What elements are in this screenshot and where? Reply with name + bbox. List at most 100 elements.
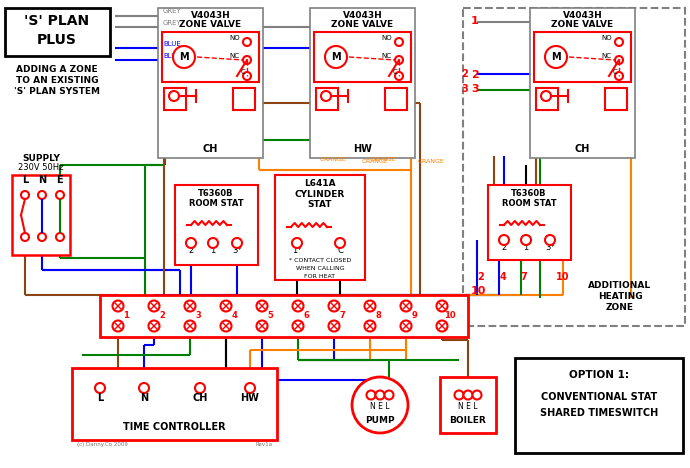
Circle shape: [173, 46, 195, 68]
Text: 4: 4: [500, 272, 506, 282]
Text: ORANGE: ORANGE: [320, 157, 347, 162]
Text: 1: 1: [210, 246, 215, 255]
Text: ADDING A ZONE: ADDING A ZONE: [16, 65, 98, 74]
Text: ROOM STAT: ROOM STAT: [188, 199, 244, 208]
Text: HW: HW: [241, 393, 259, 403]
Text: 3*: 3*: [545, 243, 555, 252]
Circle shape: [208, 238, 218, 248]
Circle shape: [243, 38, 251, 46]
Text: 5: 5: [267, 312, 273, 321]
Text: C: C: [393, 69, 397, 75]
Text: CONVENTIONAL STAT: CONVENTIONAL STAT: [541, 392, 657, 402]
Circle shape: [395, 72, 403, 80]
Text: M: M: [551, 52, 561, 63]
Circle shape: [243, 56, 251, 64]
Bar: [12, 175, 70, 255]
Text: BLUE: BLUE: [163, 41, 181, 47]
Text: PLUS: PLUS: [37, 33, 77, 47]
Text: TIME CONTROLLER: TIME CONTROLLER: [123, 422, 226, 432]
Text: N E L: N E L: [458, 402, 477, 411]
Circle shape: [364, 300, 375, 312]
Circle shape: [375, 390, 384, 400]
Text: 4: 4: [231, 312, 237, 321]
Text: FOR HEAT: FOR HEAT: [304, 274, 335, 279]
Text: STAT: STAT: [308, 200, 333, 209]
Bar: [534, 32, 631, 82]
Bar: [5, 8, 110, 56]
Bar: [316, 88, 338, 110]
Text: N: N: [38, 175, 46, 185]
Circle shape: [455, 390, 464, 400]
Text: HW: HW: [353, 144, 372, 154]
Text: WHEN CALLING: WHEN CALLING: [296, 266, 344, 271]
Circle shape: [395, 38, 403, 46]
Text: SHARED TIMESWITCH: SHARED TIMESWITCH: [540, 408, 658, 418]
Circle shape: [615, 72, 623, 80]
Text: L: L: [97, 393, 103, 403]
Text: T6360B: T6360B: [511, 189, 546, 198]
Text: 2: 2: [477, 272, 484, 282]
Circle shape: [148, 321, 159, 331]
Text: 2: 2: [471, 70, 479, 80]
Text: 1*: 1*: [293, 246, 302, 255]
Text: N: N: [140, 393, 148, 403]
Text: NC: NC: [381, 53, 391, 59]
Circle shape: [257, 321, 268, 331]
Text: 'S' PLAN SYSTEM: 'S' PLAN SYSTEM: [14, 87, 100, 96]
Bar: [310, 8, 415, 158]
Text: 1: 1: [471, 16, 479, 26]
Bar: [162, 32, 259, 82]
Circle shape: [437, 300, 448, 312]
Text: 3: 3: [195, 312, 201, 321]
Text: ORANGE: ORANGE: [418, 159, 445, 164]
Text: 3: 3: [461, 84, 468, 94]
Circle shape: [221, 321, 232, 331]
Bar: [385, 88, 407, 110]
Text: ROOM STAT: ROOM STAT: [502, 199, 556, 208]
Text: C: C: [337, 246, 343, 255]
Circle shape: [545, 46, 567, 68]
Bar: [275, 175, 365, 280]
Text: N E L: N E L: [371, 402, 390, 411]
Text: 3: 3: [471, 84, 479, 94]
Circle shape: [292, 238, 302, 248]
Circle shape: [400, 321, 411, 331]
Text: ZONE: ZONE: [606, 303, 634, 312]
Circle shape: [184, 321, 195, 331]
Circle shape: [335, 238, 345, 248]
Text: GREY: GREY: [163, 20, 181, 26]
Circle shape: [395, 56, 403, 64]
Text: ZONE VALVE: ZONE VALVE: [551, 20, 613, 29]
Bar: [515, 358, 683, 453]
Text: 2: 2: [461, 69, 468, 79]
Circle shape: [38, 191, 46, 199]
Text: 10: 10: [556, 272, 569, 282]
Circle shape: [243, 72, 251, 80]
Text: V4043H: V4043H: [562, 11, 602, 20]
Text: V4043H: V4043H: [343, 11, 382, 20]
Bar: [536, 88, 558, 110]
Text: ZONE VALVE: ZONE VALVE: [179, 20, 242, 29]
Circle shape: [56, 191, 64, 199]
Text: OPTION 1:: OPTION 1:: [569, 370, 629, 380]
Text: 10: 10: [471, 286, 486, 296]
Circle shape: [221, 300, 232, 312]
Text: 7: 7: [339, 312, 345, 321]
Text: BOILER: BOILER: [450, 416, 486, 425]
Text: GREY: GREY: [163, 8, 181, 14]
Circle shape: [148, 300, 159, 312]
Text: CYLINDER: CYLINDER: [295, 190, 345, 199]
Text: NO: NO: [381, 35, 392, 41]
Text: 230V 50Hz: 230V 50Hz: [18, 163, 63, 172]
Text: 'S' PLAN: 'S' PLAN: [24, 14, 90, 28]
Text: BLUE: BLUE: [163, 53, 181, 59]
Bar: [463, 8, 685, 326]
Bar: [175, 185, 258, 265]
Bar: [314, 32, 411, 82]
Bar: [164, 88, 186, 110]
Circle shape: [366, 390, 375, 400]
Text: NO: NO: [229, 35, 239, 41]
Text: CH: CH: [193, 393, 208, 403]
Text: Rev1a: Rev1a: [255, 442, 272, 447]
Bar: [488, 185, 571, 260]
